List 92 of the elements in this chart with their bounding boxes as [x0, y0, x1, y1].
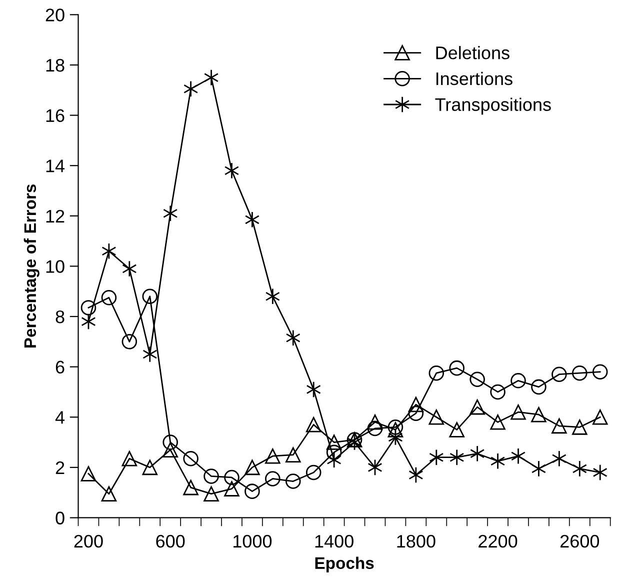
point: [408, 406, 424, 421]
point: [122, 450, 138, 466]
point: [142, 288, 158, 304]
x-tick-label: 1800: [397, 534, 436, 548]
point: [244, 484, 260, 499]
point: [80, 300, 96, 316]
point: [244, 211, 260, 228]
point: [428, 365, 444, 381]
point: [572, 420, 588, 435]
point: [572, 460, 587, 478]
point: [265, 288, 280, 305]
point: [101, 290, 117, 306]
point: [449, 360, 464, 376]
y-tick-label: 8: [56, 310, 64, 324]
x-tick-label: 1000: [234, 534, 272, 548]
point: [244, 460, 260, 476]
point: [265, 471, 280, 486]
y-tick-label: 10: [46, 260, 64, 273]
point: [592, 409, 608, 425]
point: [184, 80, 198, 98]
x-tick-label: 600: [156, 534, 185, 548]
point: [265, 448, 280, 464]
point: [204, 486, 219, 502]
point: [552, 450, 566, 467]
point: [224, 470, 240, 486]
point: [408, 396, 424, 412]
point: [162, 434, 178, 450]
point: [306, 417, 322, 432]
x-axis-title: Epochs: [315, 556, 374, 572]
point: [449, 422, 464, 438]
point: [122, 260, 137, 278]
point: [470, 445, 485, 462]
point: [306, 381, 321, 398]
point: [408, 466, 424, 484]
y-tick-label: 6: [56, 360, 64, 374]
y-tick-label: 4: [55, 411, 65, 424]
point: [162, 442, 178, 458]
point: [367, 420, 383, 436]
point: [142, 460, 158, 476]
x-tick-label: 2200: [478, 534, 518, 548]
point: [510, 448, 526, 464]
point: [204, 468, 219, 484]
point: [429, 449, 444, 466]
y-tick-label: 2: [56, 461, 64, 474]
point: [326, 444, 342, 460]
point: [163, 205, 178, 222]
point: [101, 486, 117, 502]
y-axis-title: Percentage of Errors: [24, 184, 40, 348]
point: [510, 404, 526, 420]
point: [592, 364, 608, 380]
point: [204, 69, 219, 86]
point: [183, 450, 198, 466]
point: [326, 434, 342, 450]
y-tick-label: 16: [46, 109, 64, 122]
point: [592, 464, 608, 481]
x-tick-label: 2600: [560, 534, 600, 548]
point: [510, 373, 526, 388]
point: [306, 464, 322, 480]
x-tick-label: 200: [74, 534, 103, 548]
y-tick-label: 20: [46, 8, 64, 22]
point: [285, 474, 301, 489]
point: [326, 452, 342, 468]
point: [552, 418, 567, 434]
point: [122, 334, 138, 350]
point: [286, 330, 300, 346]
point: [80, 466, 96, 482]
point: [224, 481, 240, 496]
y-tick-label: 18: [46, 58, 64, 72]
point: [552, 366, 567, 382]
point: [470, 399, 485, 415]
point: [531, 379, 546, 395]
x-tick-label: 1400: [315, 534, 354, 548]
y-tick-label: 0: [56, 512, 64, 524]
point: [531, 406, 546, 422]
point: [490, 452, 506, 470]
point: [285, 447, 301, 462]
point: [490, 414, 506, 430]
y-tick-label: 12: [46, 210, 64, 222]
legend-label: Transpositions: [435, 98, 551, 115]
point: [490, 384, 506, 400]
point: [572, 365, 588, 381]
point: [450, 449, 464, 466]
legend-label: Insertions: [436, 72, 512, 86]
point: [428, 409, 444, 425]
legend-label: Deletions: [436, 46, 510, 60]
point: [367, 414, 383, 430]
point: [531, 460, 546, 478]
point: [470, 372, 485, 388]
point: [142, 346, 158, 363]
point: [183, 480, 198, 496]
point: [224, 162, 240, 179]
y-tick-label: 14: [46, 160, 65, 172]
